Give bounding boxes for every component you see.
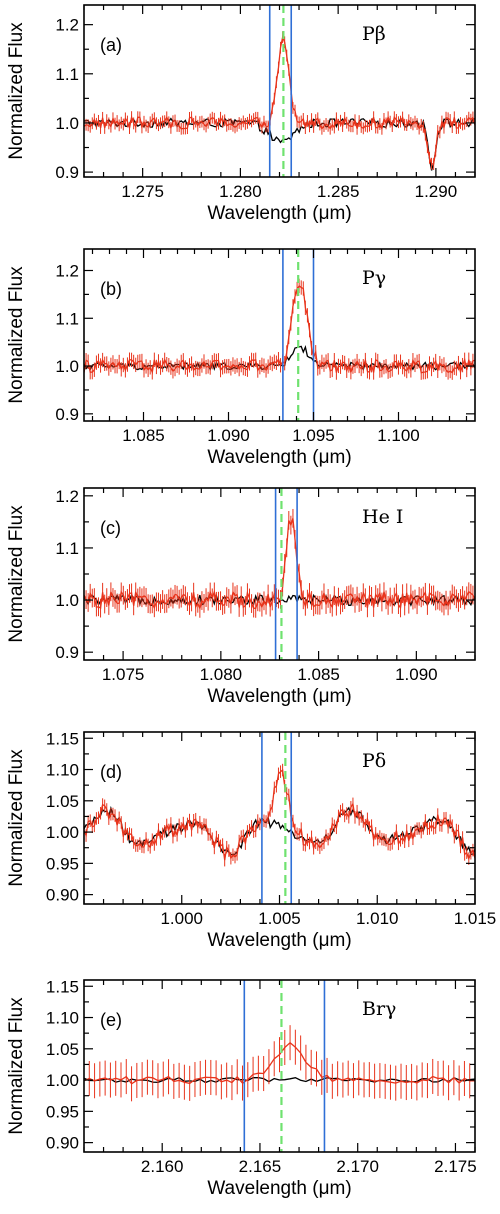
red-error-bars [84, 763, 475, 867]
plot-frame [83, 248, 476, 422]
y-tick-label: 1.0 [55, 591, 79, 610]
y-tick-label: 1.15 [46, 977, 79, 996]
x-tick-label: 1.005 [258, 909, 301, 928]
y-tick-label: 1.0 [55, 114, 79, 133]
x-axis-title: Wavelength (μm) [207, 447, 351, 468]
x-tick-label: 1.085 [297, 665, 340, 684]
x-tick-label: 1.090 [395, 665, 438, 684]
y-tick-label: 1.15 [46, 729, 79, 748]
red-spectrum [84, 1041, 475, 1085]
x-axis-title: Wavelength (μm) [207, 1178, 351, 1199]
y-tick-label: 0.90 [46, 886, 79, 905]
y-tick-label: 0.95 [46, 1102, 79, 1121]
y-axis-title: Normalized Flux [6, 22, 27, 160]
panel-c: 1.075 1.080 1.085 1.090 0.9 1.0 1.1 1.2 Waveleng… [6, 487, 476, 707]
red-spectrum [84, 518, 475, 611]
y-tick-label: 1.10 [46, 761, 79, 780]
y-tick-label: 0.9 [55, 405, 79, 424]
spectral-line-label: Pδ [362, 750, 386, 772]
y-tick-label: 1.2 [55, 16, 79, 35]
y-tick-label: 1.10 [46, 1009, 79, 1028]
plot-frame [83, 731, 476, 905]
spectral-line-label: Pγ [362, 267, 386, 289]
y-tick-label: 0.9 [55, 643, 79, 662]
spectral-line-label: Pβ [362, 23, 386, 45]
y-axis-title: Normalized Flux [6, 505, 27, 643]
y-tick-label: 0.95 [46, 854, 79, 873]
plot-area [84, 508, 475, 618]
y-tick-label: 1.05 [46, 792, 79, 811]
panel-label: (e) [100, 1010, 122, 1030]
y-axis-title: Normalized Flux [6, 749, 27, 887]
plot-area [84, 1025, 475, 1102]
x-tick-label: 1.000 [160, 909, 203, 928]
panel-label: (a) [100, 35, 122, 55]
black-spectrum [84, 805, 475, 856]
y-tick-label: 1.1 [55, 539, 79, 558]
x-tick-label: 1.275 [121, 182, 164, 201]
y-tick-label: 1.1 [55, 65, 79, 84]
spectral-line-label: He I [362, 506, 403, 528]
panel-label: (d) [100, 762, 122, 782]
x-tick-label: 1.090 [207, 426, 250, 445]
red-spectrum [84, 35, 475, 165]
x-tick-label: 1.290 [415, 182, 458, 201]
panel-label: (b) [100, 279, 122, 299]
panel-b: 1.085 1.090 1.095 1.100 0.9 1.0 1.1 1.2 Waveleng… [6, 248, 476, 468]
panel-a: 1.275 1.280 1.285 1.290 0.9 1.0 1.1 1.2 Waveleng… [6, 4, 476, 224]
y-axis-title: Normalized Flux [6, 266, 27, 404]
plot-frame [83, 487, 476, 661]
panel-e: 2.160 2.165 2.170 2.175 0.90 0.95 1.00 1.05 1.10… [6, 977, 477, 1199]
red-spectrum [84, 284, 475, 375]
y-tick-label: 1.00 [46, 1071, 79, 1090]
spectral-line-label: Brγ [362, 998, 396, 1020]
red-error-bars [84, 1025, 475, 1102]
x-tick-label: 1.095 [292, 426, 335, 445]
y-tick-label: 1.2 [55, 487, 79, 506]
x-tick-label: 1.015 [454, 909, 497, 928]
black-spectrum [84, 593, 475, 607]
y-tick-label: 1.2 [55, 262, 79, 281]
panel-label: (c) [100, 518, 121, 538]
x-axis-title: Wavelength (μm) [207, 203, 351, 224]
x-tick-label: 1.280 [219, 182, 262, 201]
y-tick-label: 1.0 [55, 357, 79, 376]
x-tick-label: 2.170 [336, 1157, 379, 1176]
x-tick-label: 1.100 [377, 426, 420, 445]
x-tick-label: 1.010 [356, 909, 399, 928]
x-tick-label: 2.160 [141, 1157, 184, 1176]
x-tick-label: 2.175 [434, 1157, 477, 1176]
plot-area [84, 278, 475, 380]
x-tick-label: 1.075 [102, 665, 145, 684]
x-tick-label: 1.285 [317, 182, 360, 201]
x-tick-label: 2.165 [239, 1157, 282, 1176]
x-axis-title: Wavelength (μm) [207, 686, 351, 707]
y-axis-title: Normalized Flux [6, 997, 27, 1135]
y-tick-label: 0.90 [46, 1134, 79, 1153]
x-tick-label: 1.080 [200, 665, 243, 684]
y-tick-label: 0.9 [55, 163, 79, 182]
black-spectrum [84, 344, 475, 372]
panel-d: 1.000 1.005 1.010 1.015 0.90 0.95 1.00 1.05 1.10… [6, 729, 496, 951]
x-axis-title: Wavelength (μm) [207, 930, 351, 951]
red-spectrum [84, 768, 475, 861]
plot-frame [83, 4, 476, 178]
y-tick-label: 1.05 [46, 1040, 79, 1059]
x-tick-label: 1.085 [122, 426, 165, 445]
y-tick-label: 1.1 [55, 309, 79, 328]
y-tick-label: 1.00 [46, 823, 79, 842]
plot-area [84, 31, 475, 171]
plot-area [84, 763, 475, 867]
